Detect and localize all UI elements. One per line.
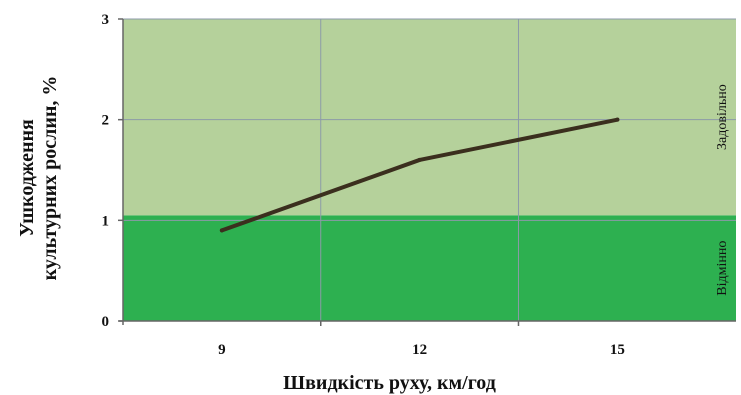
x-axis-title: Швидкість руху, км/год — [283, 372, 496, 394]
series-layer — [219, 117, 620, 233]
bands-layer — [123, 19, 736, 321]
x-tick-label-1: 12 — [412, 342, 427, 358]
y-tick-label-0: 0 — [102, 314, 110, 330]
data-point-0-1 — [417, 157, 422, 162]
x-tick-label-0: 9 — [218, 342, 226, 358]
data-point-0-2 — [615, 117, 620, 122]
y-tick-label-1: 1 — [102, 213, 110, 229]
data-point-0-0 — [219, 228, 224, 233]
band-1 — [123, 19, 736, 216]
y-axis-title-line-0: Ушкодження — [16, 119, 38, 237]
band-label-1: Задовільно — [715, 84, 730, 150]
y-axis-title-line-1: культурних рослин, % — [39, 76, 61, 281]
grid-layer — [123, 18, 736, 321]
axes-layer — [118, 18, 736, 326]
y-tick-label-3: 3 — [102, 12, 110, 28]
band-0 — [123, 215, 736, 321]
x-tick-label-2: 15 — [610, 342, 625, 358]
y-tick-label-2: 2 — [102, 113, 110, 129]
band-label-0: Відмінно — [715, 241, 730, 296]
